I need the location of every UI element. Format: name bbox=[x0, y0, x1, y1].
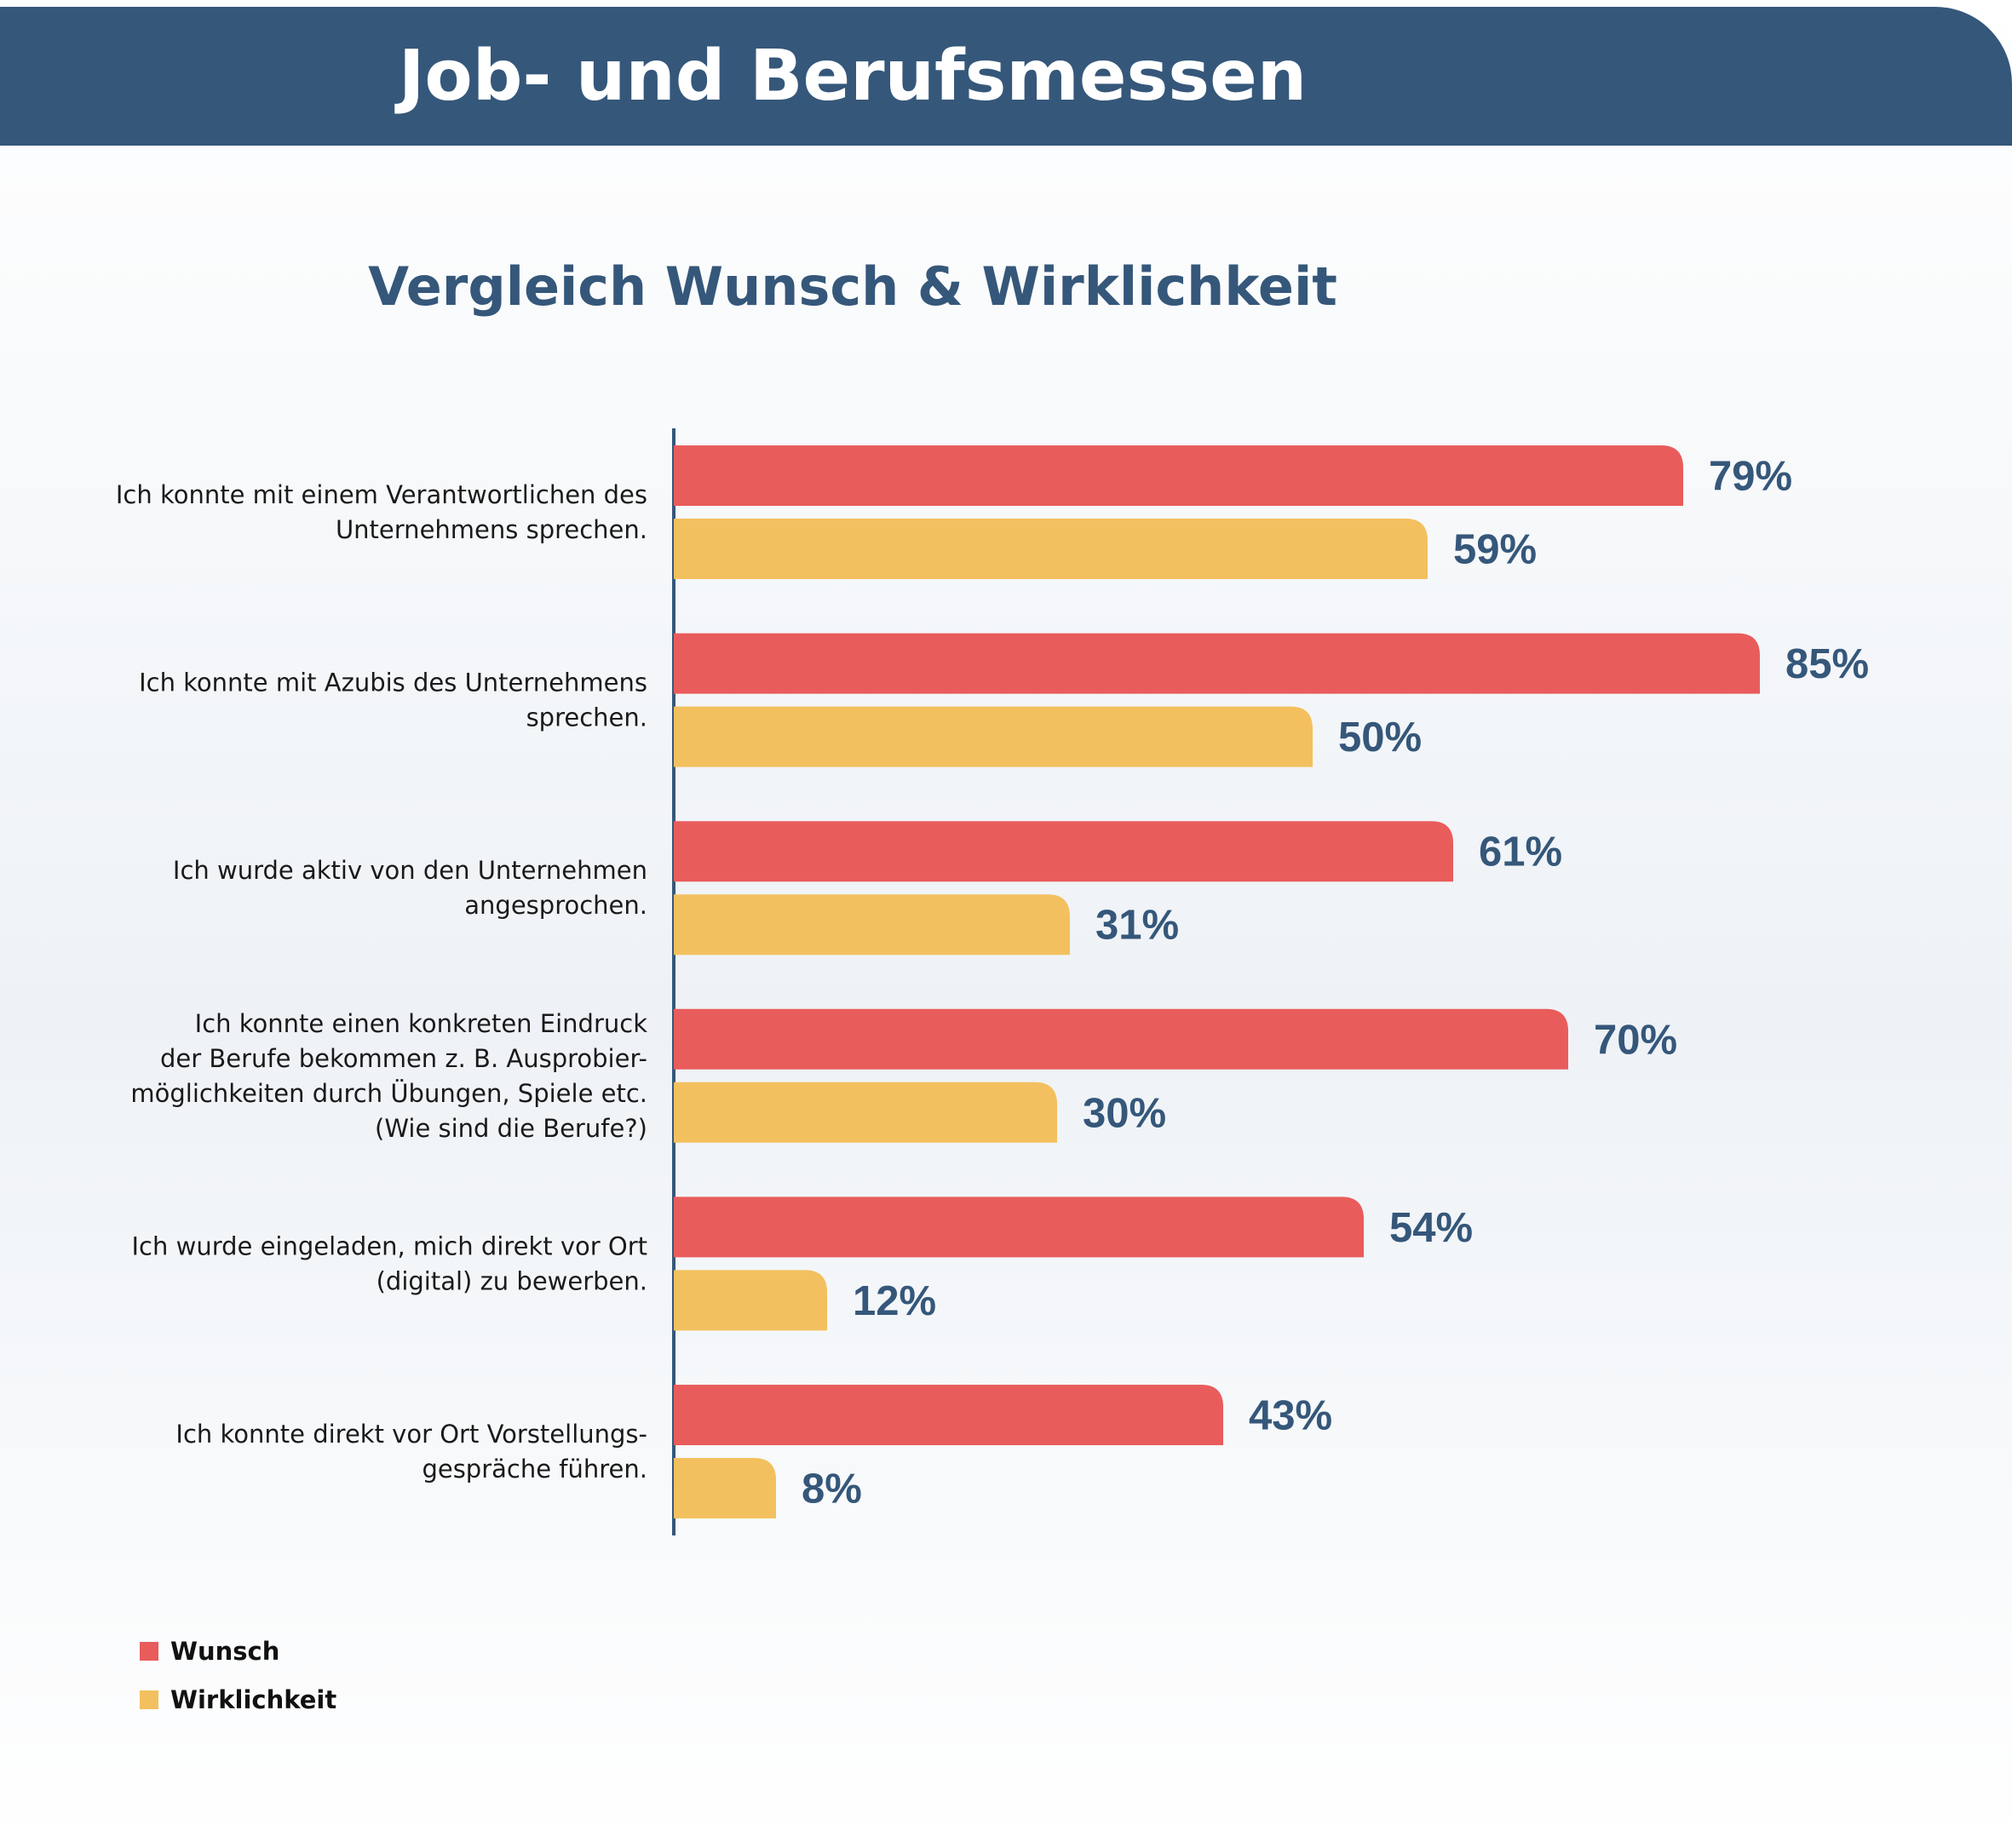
value-label-wirklichkeit-1: 59% bbox=[1453, 527, 1537, 573]
category-label-line: Ich konnte direkt vor Ort Vorstellungs- bbox=[175, 1420, 647, 1449]
category-label-line: Ich konnte mit Azubis des Unternehmens bbox=[139, 669, 647, 697]
value-label-wunsch-6: 43% bbox=[1249, 1393, 1332, 1439]
category-label-line: (Wie sind die Berufe?) bbox=[375, 1114, 647, 1143]
bar-wirklichkeit-3 bbox=[674, 894, 1070, 956]
bar-wirklichkeit-5 bbox=[674, 1270, 827, 1331]
category-label-5: Ich wurde eingeladen, mich direkt vor Or… bbox=[132, 1231, 648, 1295]
legend-item-wirklichkeit: Wirklichkeit bbox=[140, 1675, 336, 1724]
legend-label-wirklichkeit: Wirklichkeit bbox=[170, 1684, 337, 1714]
chart-legend: Wunsch Wirklichkeit bbox=[140, 1627, 336, 1724]
category-label-line: angesprochen. bbox=[464, 891, 647, 920]
category-label-line: möglichkeiten durch Übungen, Spiele etc. bbox=[130, 1079, 647, 1108]
category-label-line: Ich konnte mit einem Verantwortlichen de… bbox=[116, 480, 647, 509]
page-title: Job- und Berufsmessen bbox=[398, 36, 1308, 117]
value-label-wunsch-4: 70% bbox=[1594, 1017, 1677, 1063]
bar-wirklichkeit-6 bbox=[674, 1458, 776, 1518]
legend-swatch-wunsch bbox=[140, 1641, 158, 1661]
category-label-line: gespräche führen. bbox=[422, 1455, 647, 1484]
category-label-line: der Berufe bekommen z. B. Ausprobier- bbox=[160, 1044, 647, 1073]
bar-wunsch-6 bbox=[674, 1385, 1223, 1445]
category-label-line: Ich wurde eingeladen, mich direkt vor Or… bbox=[132, 1231, 648, 1260]
legend-item-wunsch: Wunsch bbox=[140, 1627, 336, 1675]
chart-title: Vergleich Wunsch & Wirklichkeit bbox=[368, 255, 1337, 318]
category-label-4: Ich konnte einen konkreten Eindruck der B… bbox=[130, 1009, 647, 1143]
value-label-wirklichkeit-5: 12% bbox=[853, 1278, 936, 1324]
bar-wunsch-3 bbox=[674, 821, 1453, 882]
legend-label-wunsch: Wunsch bbox=[170, 1636, 280, 1666]
legend-swatch-wirklichkeit bbox=[140, 1690, 158, 1709]
bar-wunsch-5 bbox=[674, 1197, 1364, 1258]
bar-wirklichkeit-1 bbox=[674, 519, 1428, 579]
category-label-line: Ich konnte einen konkreten Eindruck bbox=[195, 1009, 648, 1038]
value-label-wunsch-5: 54% bbox=[1389, 1205, 1473, 1251]
bar-wunsch-1 bbox=[674, 445, 1683, 506]
category-label-6: Ich konnte direkt vor Ort Vorstellungs-g… bbox=[175, 1420, 647, 1484]
header-bar: Job- und Berufsmessen bbox=[0, 7, 2012, 146]
category-label-line: Ich wurde aktiv von den Unternehmen bbox=[173, 856, 647, 885]
value-label-wirklichkeit-4: 30% bbox=[1083, 1090, 1166, 1136]
value-label-wunsch-1: 79% bbox=[1709, 454, 1792, 500]
category-label-2: Ich konnte mit Azubis des Unternehmens sp… bbox=[139, 669, 647, 732]
category-label-line: Unternehmens sprechen. bbox=[336, 515, 647, 544]
bar-wunsch-4 bbox=[674, 1008, 1568, 1070]
category-label-1: Ich konnte mit einem Verantwortlichen de… bbox=[116, 480, 647, 544]
category-label-3: Ich wurde aktiv von den Unternehmen anges… bbox=[173, 856, 647, 920]
value-label-wirklichkeit-6: 8% bbox=[802, 1466, 862, 1512]
value-label-wunsch-3: 61% bbox=[1479, 829, 1562, 875]
value-label-wirklichkeit-2: 50% bbox=[1338, 715, 1422, 760]
bar-wirklichkeit-4 bbox=[674, 1082, 1057, 1143]
category-label-line: (digital) zu bewerben. bbox=[377, 1266, 647, 1295]
value-label-wunsch-2: 85% bbox=[1785, 641, 1869, 687]
bar-wunsch-2 bbox=[674, 633, 1760, 694]
value-label-wirklichkeit-3: 31% bbox=[1095, 903, 1179, 949]
category-label-line: sprechen. bbox=[526, 703, 647, 732]
bar-wirklichkeit-2 bbox=[674, 706, 1313, 767]
